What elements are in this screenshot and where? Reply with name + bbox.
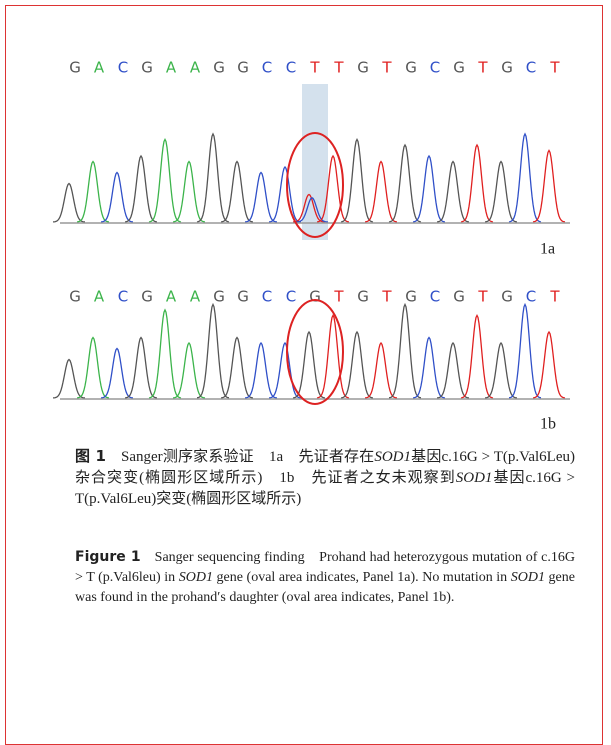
caption-chinese: 图 1 Sanger测序家系验证 1a 先证者存在SOD1基因c.16G > T… <box>75 446 575 510</box>
base-letter: A <box>190 59 201 77</box>
peak <box>77 162 109 222</box>
peak <box>221 338 253 398</box>
peak <box>197 305 229 398</box>
base-letter: A <box>190 288 201 306</box>
base-letter: G <box>213 288 225 306</box>
peak <box>485 343 517 398</box>
peak <box>53 184 85 222</box>
caption-text: Sanger测序家系验证 1a 先证者存在 <box>121 449 374 465</box>
base-letter: C <box>286 59 296 77</box>
mutation-oval <box>287 300 343 404</box>
base-letter: G <box>309 288 321 306</box>
peak <box>413 156 445 222</box>
base-letter: T <box>549 59 560 77</box>
base-letter: G <box>237 288 249 306</box>
page: GACGAAGGCCTTGTGCGTGCT1aGACGAAGGCCGTGTGCG… <box>0 0 611 732</box>
peak <box>101 349 133 398</box>
peak <box>149 310 181 398</box>
peak <box>245 343 277 398</box>
base-letter: C <box>286 288 296 306</box>
peak <box>437 162 469 222</box>
peak <box>77 338 109 398</box>
gene-name: SOD1 <box>511 570 545 585</box>
base-letter: A <box>166 59 177 77</box>
base-letter: G <box>69 288 81 306</box>
gene-name: SOD1 <box>374 449 411 465</box>
base-letter: T <box>381 288 392 306</box>
peak <box>437 343 469 398</box>
peak <box>461 316 493 398</box>
highlight <box>302 84 328 240</box>
peak <box>53 360 85 398</box>
base-letter: C <box>430 288 440 306</box>
base-letter: T <box>549 288 560 306</box>
base-letter: G <box>405 288 417 306</box>
base-letter: T <box>477 288 488 306</box>
peak <box>269 167 301 222</box>
base-letter: G <box>213 59 225 77</box>
peak <box>173 162 205 222</box>
figure-label: 图 1 <box>75 447 106 465</box>
base-letter: T <box>333 288 344 306</box>
base-letter: C <box>262 288 272 306</box>
base-letter: C <box>118 59 128 77</box>
peak <box>317 316 349 398</box>
peak <box>365 343 397 398</box>
gene-name: SOD1 <box>456 470 493 486</box>
base-letter: C <box>262 59 272 77</box>
base-letter: C <box>526 59 536 77</box>
peak <box>173 343 205 398</box>
peak <box>533 151 565 222</box>
base-letter: G <box>357 288 369 306</box>
panel-label: 1a <box>540 241 555 258</box>
base-letter: G <box>357 59 369 77</box>
base-letter: C <box>118 288 128 306</box>
peak <box>413 338 445 398</box>
base-letter: C <box>526 288 536 306</box>
gene-name: SOD1 <box>179 570 213 585</box>
base-letter: C <box>430 59 440 77</box>
base-letter: T <box>309 59 320 77</box>
base-letter: G <box>237 59 249 77</box>
base-letter: T <box>477 59 488 77</box>
peak <box>341 332 373 398</box>
peak <box>509 134 541 222</box>
peak <box>149 140 181 222</box>
base-letter: A <box>94 59 105 77</box>
peak <box>389 145 421 222</box>
peak <box>197 134 229 222</box>
base-letter: T <box>381 59 392 77</box>
base-letter: G <box>501 59 513 77</box>
peak <box>461 145 493 222</box>
base-letter: G <box>141 288 153 306</box>
base-letter: G <box>405 59 417 77</box>
peak <box>245 173 277 222</box>
base-letter: A <box>166 288 177 306</box>
base-letter: G <box>501 288 513 306</box>
base-letter: A <box>94 288 105 306</box>
panel-label: 1b <box>540 416 556 433</box>
base-letter: G <box>453 288 465 306</box>
base-letter: G <box>141 59 153 77</box>
peak <box>125 338 157 398</box>
base-letter: G <box>69 59 81 77</box>
peak <box>533 332 565 398</box>
figure-label: Figure 1 <box>75 549 141 565</box>
peak <box>125 156 157 222</box>
caption-text: gene (oval area indicates, Panel 1a). No… <box>213 570 511 585</box>
peak <box>485 162 517 222</box>
peak <box>389 305 421 398</box>
peak <box>101 173 133 222</box>
base-letter: T <box>333 59 344 77</box>
base-letter: G <box>453 59 465 77</box>
peak <box>365 162 397 222</box>
peak <box>293 332 325 398</box>
peak <box>341 140 373 222</box>
caption-english: Figure 1 Sanger sequencing finding Proha… <box>75 547 575 608</box>
peak <box>221 162 253 222</box>
peak <box>509 305 541 398</box>
